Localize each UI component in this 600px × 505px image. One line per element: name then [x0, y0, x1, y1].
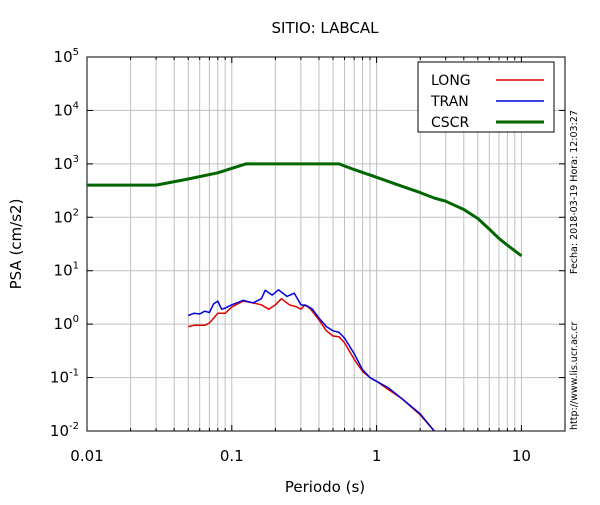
legend-label-cscr: CSCR	[431, 115, 469, 131]
y-tick-label: 105	[54, 47, 79, 66]
x-tick-label: 1	[372, 447, 382, 465]
x-axis-label: Periodo (s)	[285, 478, 365, 496]
grid	[86, 56, 566, 432]
legend: LONG TRAN CSCR	[417, 61, 555, 133]
y-tick-label: 103	[54, 154, 79, 173]
y-axis-label: PSA (cm/s2)	[7, 199, 25, 290]
legend-label-tran: TRAN	[430, 94, 469, 110]
x-tick-label: 0.1	[220, 447, 244, 465]
series-line-tran	[187, 289, 435, 432]
y-tick-label: 102	[54, 207, 79, 226]
y-tick-label: 10-2	[50, 421, 79, 440]
y-tick-label: 10-1	[50, 368, 79, 387]
y-tick-label: 101	[54, 261, 79, 280]
x-tick-label: 0.01	[70, 447, 103, 465]
legend-label-long: LONG	[431, 73, 471, 89]
plot-frame	[86, 56, 566, 432]
source-url-label: http://www.lis.ucr.ac.cr	[569, 321, 580, 430]
chart-title: SITIO: LABCAL	[272, 19, 380, 37]
axis-ticks: 0.01 0.1 1 10 10-2 10-1 100 101 102 103 104 105	[50, 47, 566, 465]
legend-box	[417, 61, 555, 133]
y-tick-label: 100	[54, 314, 79, 333]
x-tick-label: 10	[512, 447, 531, 465]
series-line-cscr	[87, 162, 523, 257]
timestamp-label: Fecha: 2018-03-19 Hora: 12:03:27	[569, 110, 580, 274]
series-lines	[87, 162, 523, 432]
y-tick-label: 104	[54, 100, 79, 119]
